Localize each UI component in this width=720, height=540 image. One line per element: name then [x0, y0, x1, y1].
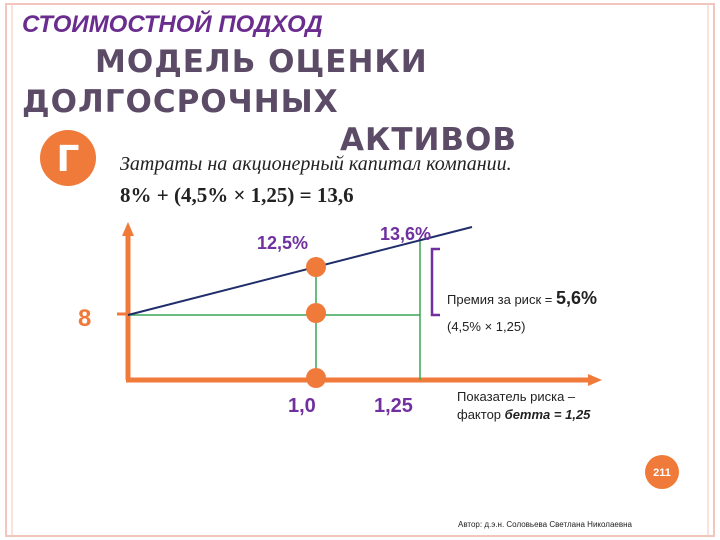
axis-arrow: [588, 374, 602, 386]
footer: Автор: д.э.н. Соловьева Светлана Николае…: [458, 520, 633, 529]
premium-bracket: [430, 247, 440, 317]
premium-text: Премия за риск =: [447, 292, 552, 307]
formula-caption: Затраты на акционерный капитал компании.: [120, 153, 512, 175]
page-badge: [645, 455, 679, 489]
frame-inner: [11, 3, 709, 537]
badge: Г: [57, 139, 80, 180]
premium-value: 5,6%: [556, 288, 597, 308]
beta-label: 1,25: [374, 395, 413, 417]
page-number: 211: [653, 467, 671, 479]
badge-circle: [40, 130, 96, 186]
title-line: ДОЛГОСРОЧНЫХ: [22, 84, 339, 120]
formula: 8% + (4,5% × 1,25) = 13,6: [120, 183, 354, 207]
point: [306, 303, 326, 323]
sml-line: [127, 226, 473, 316]
note-prefix: фактор: [457, 407, 501, 422]
x-axis-note: Показатель риска –: [457, 389, 576, 404]
subtitle: СТОИМОСТНОЙ ПОДХОД: [22, 9, 323, 38]
x-axis-note: фактор бетта = 1,25: [457, 407, 591, 422]
point: [306, 368, 326, 388]
title-line: АКТИВОВ: [340, 122, 517, 158]
return-label: 12,5%: [257, 233, 308, 253]
premium-label: Премия за риск = 5,6%: [447, 288, 597, 308]
note-value: бетта = 1,25: [505, 407, 592, 422]
risk-free-label: 8: [78, 305, 91, 332]
point: [306, 257, 326, 277]
axis-arrow: [122, 222, 134, 236]
return-label: 13,6%: [380, 224, 431, 244]
beta-label: 1,0: [288, 395, 316, 417]
title-line: МОДЕЛЬ ОЦЕНКИ: [95, 44, 428, 80]
premium-calc: (4,5% × 1,25): [447, 319, 525, 334]
